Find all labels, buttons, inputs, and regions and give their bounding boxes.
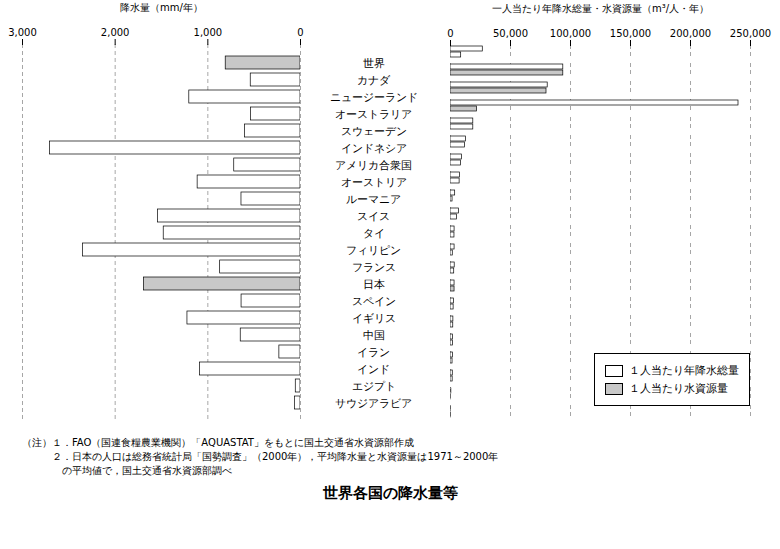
svg-text:ルーマニア: ルーマニア <box>346 193 401 206</box>
svg-text:イラン: イラン <box>357 346 390 359</box>
svg-text:降水量（mm/年）: 降水量（mm/年） <box>120 2 203 13</box>
svg-text:2,000: 2,000 <box>101 27 130 38</box>
svg-text:オーストラリア: オーストラリア <box>335 108 412 121</box>
svg-text:サウジアラビア: サウジアラビア <box>335 397 412 410</box>
svg-text:フランス: フランス <box>352 261 396 274</box>
svg-text:インドネシア: インドネシア <box>341 142 407 155</box>
svg-text:3,000: 3,000 <box>8 27 37 38</box>
svg-text:アメリカ合衆国: アメリカ合衆国 <box>335 159 412 172</box>
svg-text:日本: 日本 <box>363 278 385 291</box>
svg-text:1,000: 1,000 <box>194 27 223 38</box>
svg-text:オーストリア: オーストリア <box>341 176 407 189</box>
svg-text:0: 0 <box>447 28 453 39</box>
svg-text:中国: 中国 <box>363 329 385 342</box>
svg-text:イギリス: イギリス <box>352 312 396 325</box>
html-text:（注）１．FAO（国連食糧農業機関）「AQUASTAT」をも: （注）１．FAO（国連食糧農業機関）「AQUASTAT」をもとに国土交通省水資源… <box>22 437 414 448</box>
svg-text:50,000: 50,000 <box>493 28 528 39</box>
svg-text:250,000: 250,000 <box>730 28 771 39</box>
html-text:世界各国の降水量等: 世界各国の降水量等 <box>322 484 458 502</box>
svg-text:スウェーデン: スウェーデン <box>341 125 407 138</box>
html-text:の平均値で，国土交通省水資源部調べ: の平均値で，国土交通省水資源部調べ <box>22 465 232 476</box>
svg-text:フィリピン: フィリピン <box>346 244 401 257</box>
svg-text:0: 0 <box>297 27 303 38</box>
svg-text:100,000: 100,000 <box>550 28 591 39</box>
svg-text:一人当たり年降水総量・水資源量（m³/人・年）: 一人当たり年降水総量・水資源量（m³/人・年） <box>492 3 709 14</box>
html-text:１人当たり水資源量: １人当たり水資源量 <box>629 382 728 395</box>
svg-text:スイス: スイス <box>357 210 390 223</box>
svg-text:タイ: タイ <box>363 227 385 240</box>
svg-text:150,000: 150,000 <box>610 28 651 39</box>
html-text:２．日本の人口は総務省統計局「国勢調査」（2000年），平均: ２．日本の人口は総務省統計局「国勢調査」（2000年），平均降水量と水資源量は1… <box>22 451 499 462</box>
svg-text:200,000: 200,000 <box>670 28 711 39</box>
svg-text:世界: 世界 <box>363 57 385 70</box>
svg-text:カナダ: カナダ <box>357 74 391 87</box>
svg-text:エジプト: エジプト <box>352 380 396 393</box>
html-text:１人当たり年降水総量: １人当たり年降水総量 <box>629 364 739 377</box>
svg-text:スペイン: スペイン <box>352 295 396 308</box>
svg-text:インド: インド <box>357 363 390 376</box>
svg-text:ニュージーランド: ニュージーランド <box>330 91 418 104</box>
